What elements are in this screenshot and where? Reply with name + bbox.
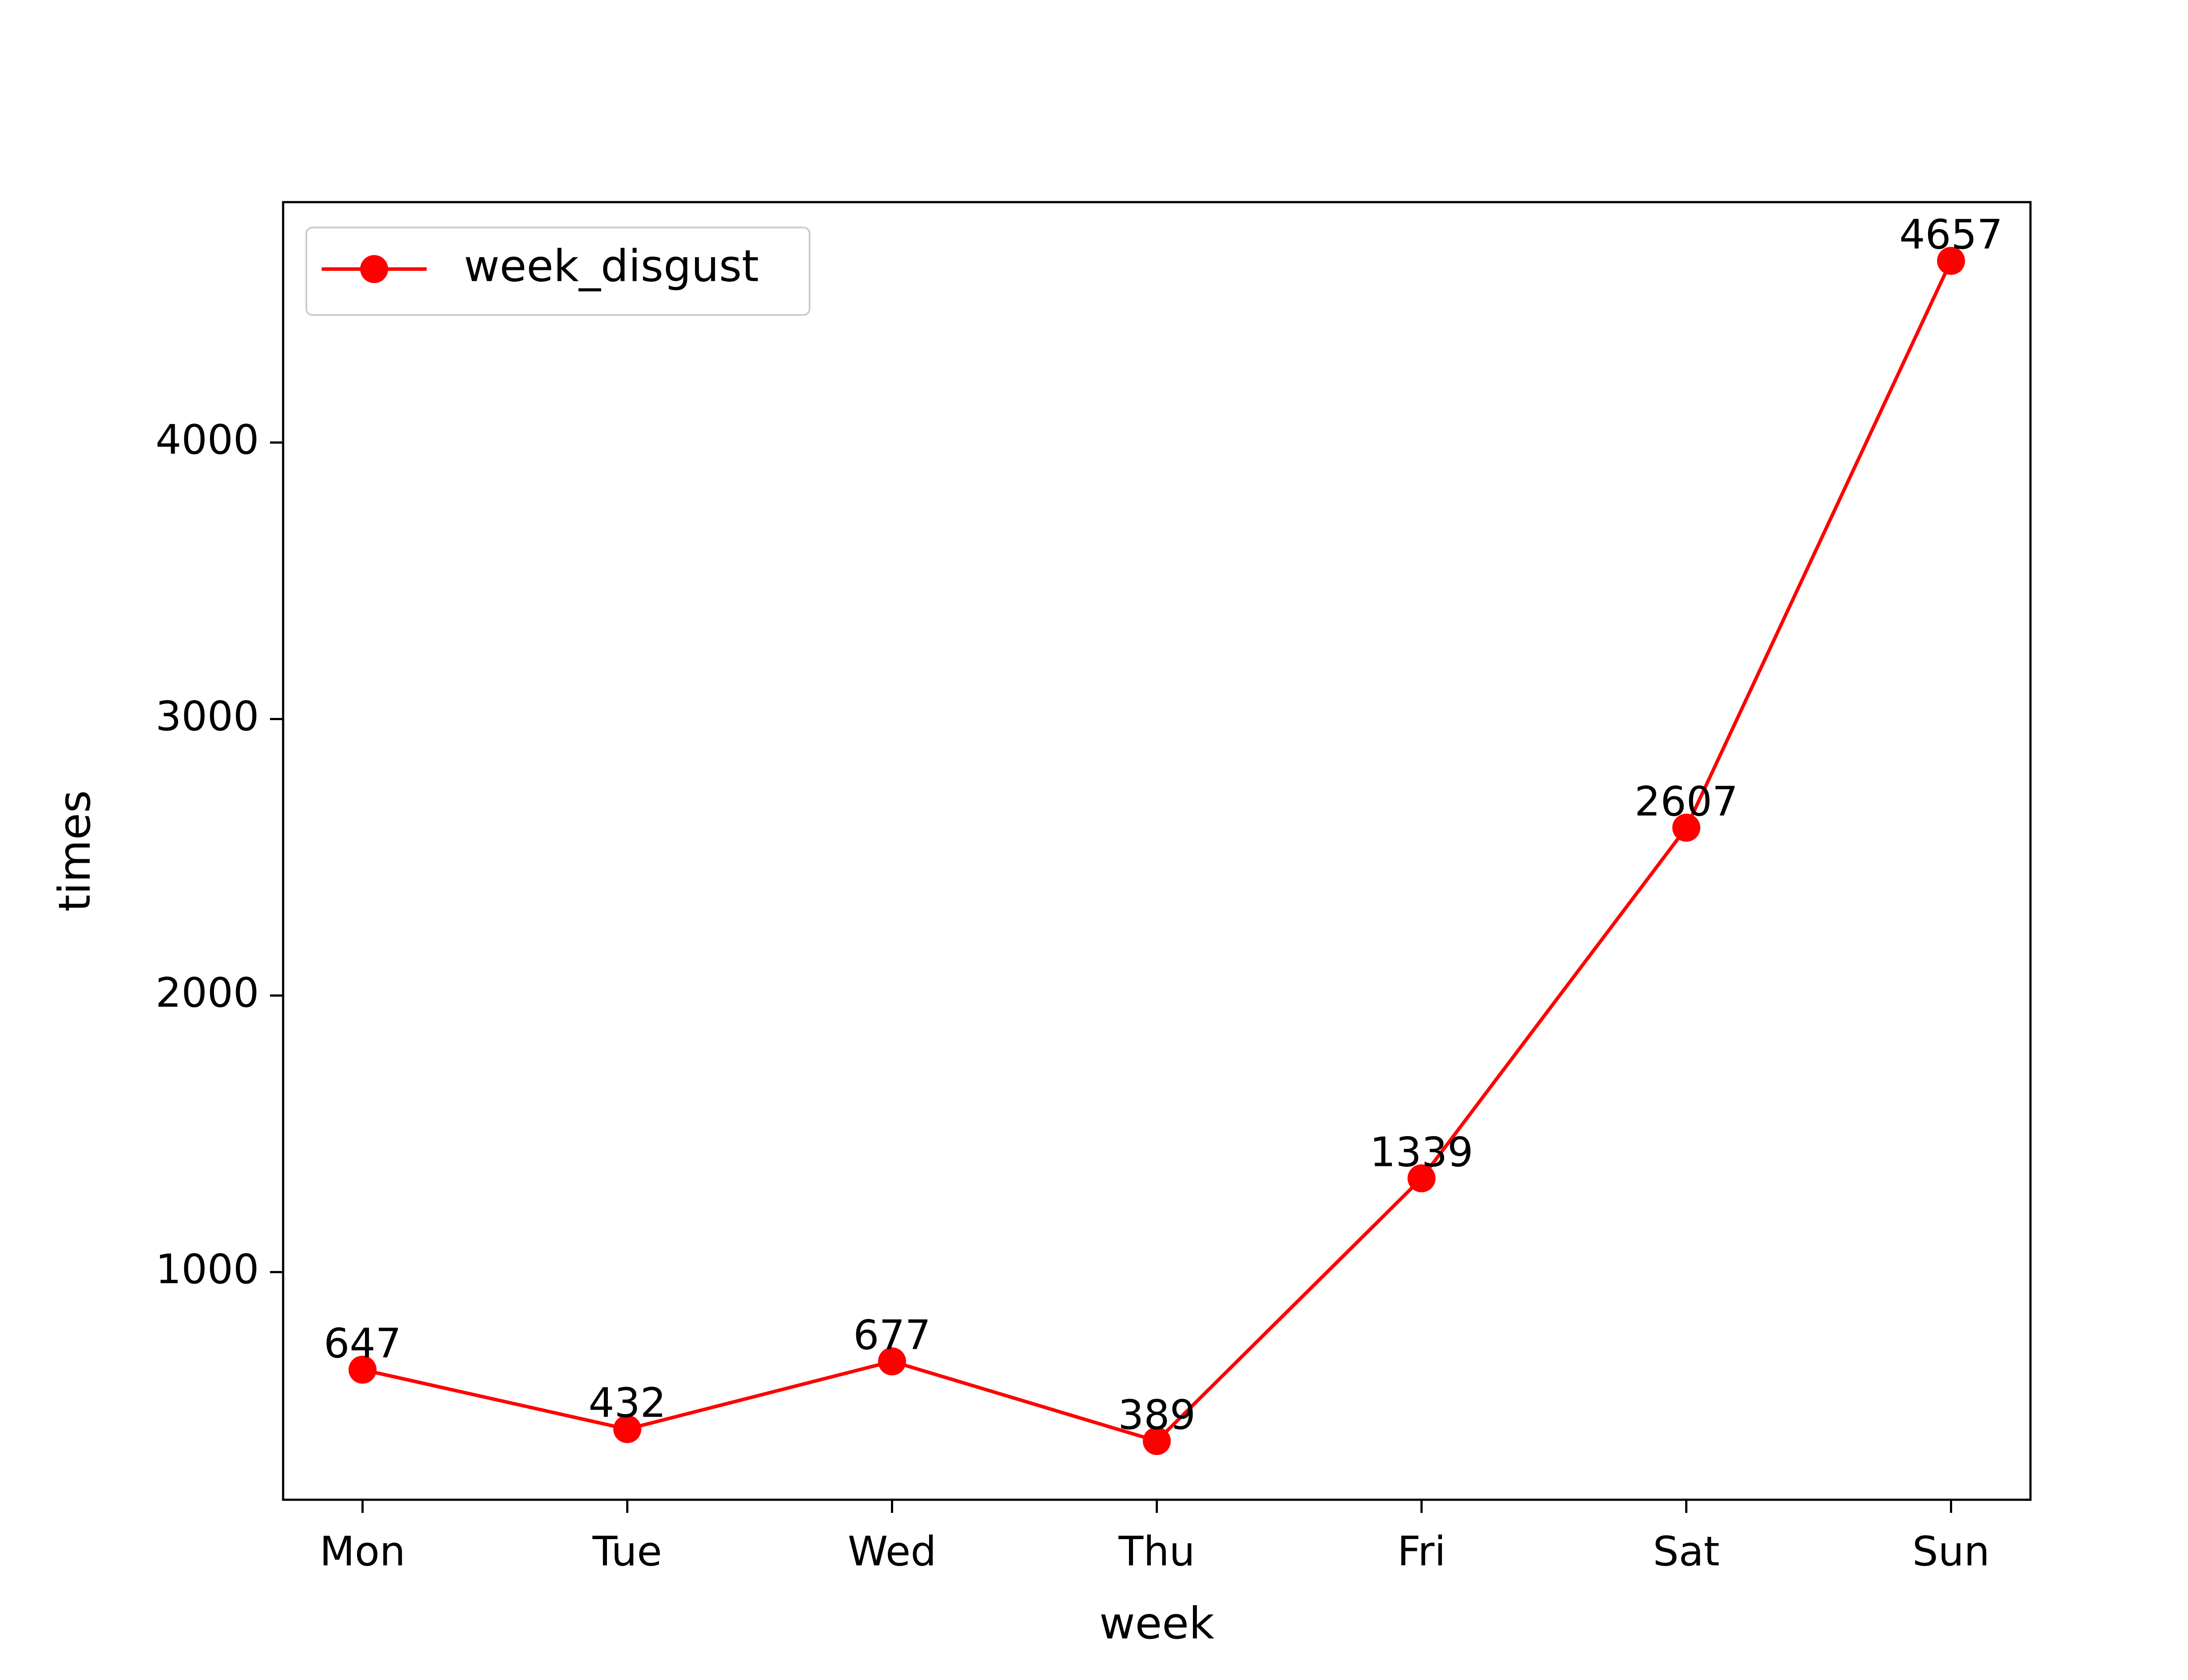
data-label: 389 <box>1118 1391 1196 1438</box>
y-tick-label: 4000 <box>155 416 259 463</box>
x-tick-label: Wed <box>848 1528 936 1575</box>
data-point <box>1407 1164 1436 1193</box>
legend: week_disgust <box>305 227 810 316</box>
data-label: 2607 <box>1634 778 1738 825</box>
data-point <box>1143 1427 1171 1455</box>
data-label: 1339 <box>1370 1128 1473 1176</box>
y-tick-label: 1000 <box>155 1246 259 1293</box>
x-tick-label: Fri <box>1397 1528 1446 1575</box>
data-point <box>613 1415 642 1443</box>
series-week-disgust <box>348 247 1965 1455</box>
x-axis-label: week <box>1099 1598 1214 1649</box>
x-tick-label: Mon <box>319 1528 405 1575</box>
data-point <box>1672 813 1701 842</box>
data-label: 677 <box>853 1312 931 1359</box>
legend-entry-week-disgust: week_disgust <box>464 240 759 291</box>
legend-marker-swatch <box>360 255 388 283</box>
data-point <box>348 1355 377 1384</box>
x-tick-label: Tue <box>592 1528 662 1575</box>
x-tick-label: Sun <box>1912 1528 1990 1575</box>
y-tick-label: 2000 <box>155 969 259 1016</box>
y-axis-label: times <box>49 790 100 912</box>
data-label: 432 <box>589 1379 666 1427</box>
y-tick-label: 3000 <box>155 693 259 740</box>
data-label: 647 <box>324 1320 402 1367</box>
data-point <box>878 1347 906 1376</box>
x-axis: Mon Tue Wed Thu Fri Sat Sun <box>319 1500 1990 1575</box>
x-tick-label: Sat <box>1653 1528 1720 1575</box>
x-tick-label: Thu <box>1118 1528 1195 1575</box>
data-labels: 647 432 677 389 1339 2607 4657 <box>324 211 2003 1438</box>
data-label: 4657 <box>1899 211 2003 258</box>
y-axis: 1000 2000 3000 4000 <box>155 416 283 1293</box>
legend-box <box>305 227 810 316</box>
data-point <box>1937 247 1965 275</box>
